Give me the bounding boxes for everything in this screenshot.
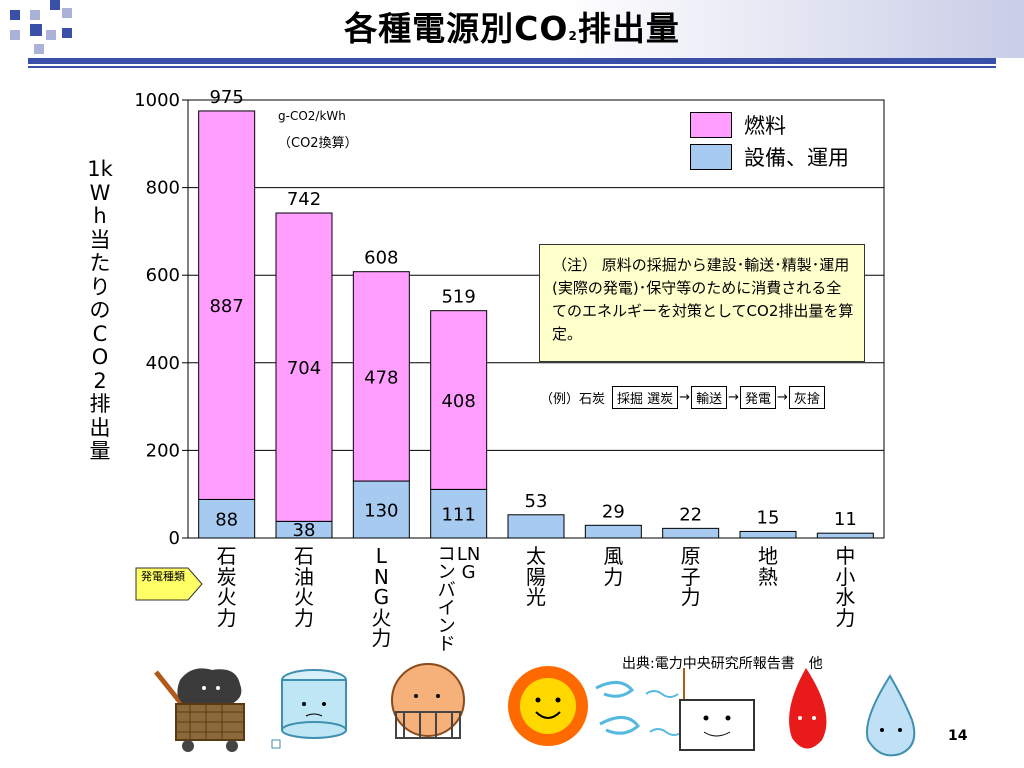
data-label-facility: 38: [293, 520, 316, 541]
category-tag: 発電種類: [141, 570, 185, 583]
legend-label-fuel: 燃料: [744, 114, 786, 138]
category-label: LNG火力: [371, 544, 392, 650]
decor-square: [62, 8, 72, 18]
decor-square: [46, 30, 56, 40]
data-label-facility: 130: [364, 501, 398, 522]
data-label-fuel: 408: [441, 391, 475, 412]
decor-square: [10, 30, 20, 40]
y-tick-label: 400: [146, 353, 180, 374]
bar-fuel: [352, 271, 410, 482]
unit-label: g-CO2/kWh: [278, 109, 346, 123]
bar-facility: [507, 514, 565, 539]
bar-facility: [584, 524, 642, 539]
y-tick-label: 800: [146, 178, 180, 199]
bar-fuel: [430, 310, 488, 490]
note-box: （注） 原料の採掘から建設･輸送･精製･運用(実際の発電)･保守等のために消費さ…: [539, 244, 865, 362]
unit-note: （CO2換算）: [278, 136, 358, 151]
page-number: 14: [948, 728, 968, 744]
source-citation: 出典:電力中央研究所報告書 他: [622, 656, 823, 672]
title-tail: 排出量: [577, 9, 680, 48]
data-label-total: 22: [679, 504, 702, 525]
bar-facility: [198, 498, 256, 539]
legend-swatch-fuel: [690, 112, 732, 138]
legend-item-fuel: 燃料: [690, 110, 786, 140]
data-label-facility: 111: [441, 505, 475, 526]
data-label-fuel: 704: [287, 358, 321, 379]
data-label-facility: 88: [215, 510, 238, 531]
data-label-fuel: 887: [209, 296, 243, 317]
bar-facility: [352, 480, 410, 539]
title-rule: [28, 58, 996, 64]
example-step-ash: 灰捨: [788, 386, 825, 409]
bar-facility: [430, 488, 488, 539]
y-axis-label: 1kWh当たりのCO2排出量: [87, 157, 113, 463]
y-tick-label: 600: [146, 265, 180, 286]
y-tick-label: 0: [169, 528, 180, 549]
decor-square: [62, 28, 72, 38]
decor-square: [50, 0, 60, 10]
bar-facility: [816, 532, 874, 539]
decor-square: [30, 24, 42, 36]
category-label: 中小水力: [835, 544, 856, 630]
title-band: [0, 0, 1024, 58]
data-label-total: 11: [834, 509, 857, 530]
category-label: LNG: [456, 546, 481, 583]
flow-arrow: →: [777, 390, 788, 405]
example-step-transport: 輸送: [691, 386, 728, 409]
bar-facility: [739, 530, 797, 539]
title-subscript: 2: [568, 29, 578, 43]
legend-label-facility: 設備、運用: [744, 146, 849, 170]
data-label-total: 608: [364, 248, 398, 269]
category-label: 風力: [603, 544, 624, 589]
data-label-total: 975: [209, 87, 243, 108]
bar-fuel: [275, 212, 333, 522]
legend-item-facility: 設備、運用: [690, 142, 849, 172]
category-label: コンバインド: [437, 546, 456, 655]
data-label-total: 29: [602, 501, 625, 522]
y-tick-label: 200: [146, 440, 180, 461]
example-step-generation: 発電: [739, 386, 776, 409]
bar-facility: [662, 527, 720, 539]
category-label: 地熱: [758, 544, 778, 589]
category-label: 太陽光: [526, 544, 546, 609]
y-tick-label: 1000: [134, 90, 180, 111]
title-main: 各種電源別CO: [344, 9, 569, 48]
category-label: 石炭火力: [216, 544, 237, 630]
example-label: （例）石炭: [540, 392, 606, 407]
example-flow: （例）石炭 採掘 選炭 → 輸送 → 発電 → 灰捨: [540, 386, 826, 409]
flow-arrow: →: [679, 390, 691, 405]
example-step-mining: 採掘 選炭: [612, 386, 679, 409]
page-title: 各種電源別CO2排出量: [0, 2, 1024, 50]
data-label-fuel: 478: [364, 367, 398, 388]
title-rule-thin: [28, 66, 996, 68]
category-label: 原子力: [680, 544, 701, 609]
decor-square: [30, 10, 40, 20]
data-label-total: 742: [287, 189, 321, 210]
bar-fuel: [198, 110, 256, 500]
data-label-total: 15: [757, 507, 780, 528]
data-label-total: 519: [441, 287, 475, 308]
flow-arrow: →: [728, 390, 739, 405]
decor-square: [10, 10, 20, 20]
legend-swatch-facility: [690, 144, 732, 170]
decor-square: [34, 44, 44, 54]
data-label-total: 53: [525, 491, 548, 512]
category-label: 石油火力: [294, 544, 314, 630]
